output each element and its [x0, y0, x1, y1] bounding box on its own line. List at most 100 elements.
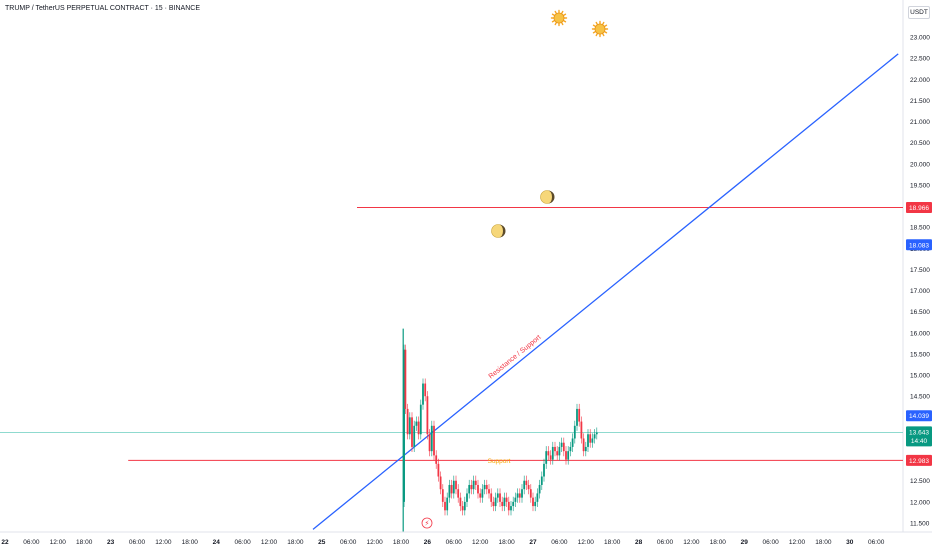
candle-body — [545, 451, 548, 464]
candle-body — [516, 493, 519, 498]
candle-body — [466, 493, 468, 502]
candle-body — [488, 489, 490, 494]
y-tick-label: 23.000 — [910, 35, 930, 42]
candle-body — [567, 451, 570, 460]
sun-icon — [550, 9, 568, 27]
candle-body — [483, 484, 486, 490]
sun-ray — [592, 30, 597, 34]
candle-body — [448, 484, 451, 498]
price-axis-label: 14.039 — [909, 413, 929, 420]
candle-body — [584, 446, 587, 452]
candle-body — [413, 425, 416, 447]
trendline-label: Resistance / Support — [488, 334, 543, 380]
candle-body — [474, 480, 477, 485]
y-tick-label: 20.000 — [910, 161, 930, 168]
candle-body — [529, 489, 532, 498]
x-tick-label: 12:00 — [472, 539, 489, 546]
sun-ray — [603, 30, 608, 34]
candle-body — [569, 446, 572, 452]
x-tick-label: 06:00 — [23, 539, 40, 546]
sun-ray — [554, 21, 558, 26]
candle-body — [406, 408, 409, 435]
price-axis-label: 12.983 — [909, 458, 929, 465]
candle-body — [444, 501, 446, 511]
candle-body — [571, 438, 574, 447]
x-tick-label: 18:00 — [76, 539, 93, 546]
x-tick-label: 26 — [424, 539, 432, 546]
y-tick-label: 12.500 — [910, 478, 930, 485]
x-tick-label: 12:00 — [50, 539, 67, 546]
candle-body — [556, 451, 559, 456]
candle-body — [426, 396, 429, 435]
x-tick-label: 18:00 — [393, 539, 410, 546]
current-price-label-bg — [906, 426, 932, 447]
price-axis-label: 18.966 — [909, 205, 929, 212]
chart-title: TRUMP / TetherUS PERPETUAL CONTRACT · 15… — [5, 5, 201, 12]
currency-unit-button[interactable]: USDT — [908, 6, 930, 19]
y-tick-label: 11.500 — [910, 521, 930, 528]
candle-body — [505, 497, 508, 502]
x-tick-label: 06:00 — [234, 539, 251, 546]
y-tick-label: 21.500 — [910, 98, 930, 105]
candle-body — [540, 476, 543, 485]
candle-body — [472, 480, 475, 490]
candle-body — [446, 497, 449, 511]
y-tick-label: 22.500 — [910, 56, 930, 63]
sun-ray — [554, 10, 558, 15]
moon-shadow — [499, 224, 506, 238]
candle-body — [547, 451, 550, 456]
price-axis-label-bg — [906, 410, 932, 422]
candle-body — [543, 463, 545, 477]
x-tick-label: 18:00 — [604, 539, 621, 546]
x-tick-label: 18:00 — [710, 539, 727, 546]
candle-body — [521, 489, 523, 498]
candle-body — [439, 476, 442, 490]
candle-body — [532, 497, 534, 507]
price-axis-label-bg — [906, 454, 932, 466]
candle-body — [582, 438, 585, 452]
candle-body — [501, 501, 504, 507]
candle-body — [510, 506, 512, 511]
x-tick-label: 28 — [635, 539, 643, 546]
candle-body — [433, 425, 435, 456]
candle-body — [411, 417, 413, 447]
candle-body — [461, 506, 464, 511]
y-tick-label: 14.500 — [910, 394, 930, 401]
candle-body — [422, 383, 424, 405]
candle-body — [428, 434, 431, 452]
candle-body — [481, 489, 484, 498]
x-tick-label: 18:00 — [498, 539, 515, 546]
x-tick-label: 30 — [846, 539, 854, 546]
y-tick-label: 17.500 — [910, 267, 930, 274]
current-price-label: 13.643 — [909, 429, 929, 436]
candle-body — [595, 432, 598, 435]
candle-body — [490, 493, 493, 502]
candle-body — [593, 434, 596, 439]
candle-body — [494, 497, 497, 507]
candle-body — [589, 434, 592, 443]
candle-body — [518, 493, 521, 498]
sun-ray — [551, 19, 556, 23]
y-tick-label: 19.500 — [910, 182, 930, 189]
x-tick-label: 06:00 — [340, 539, 357, 546]
sun-ray — [595, 21, 599, 26]
y-tick-label: 12.000 — [910, 499, 930, 506]
candle-body — [514, 497, 517, 502]
sun-ray — [551, 13, 556, 17]
candle-body — [435, 455, 438, 464]
x-tick-label: 18:00 — [815, 539, 832, 546]
candle-body — [578, 408, 581, 422]
candle-body — [562, 442, 565, 452]
x-tick-label: 18:00 — [287, 539, 304, 546]
y-tick-label: 16.000 — [910, 330, 930, 337]
price-axis-label: 18.083 — [909, 242, 929, 249]
x-tick-label: 12:00 — [683, 539, 700, 546]
event-marker-icon — [421, 517, 433, 529]
trendline — [312, 53, 899, 530]
y-tick-label: 17.000 — [910, 288, 930, 295]
x-tick-label: 06:00 — [551, 539, 568, 546]
x-tick-label: 18:00 — [182, 539, 199, 546]
sun-ray — [603, 24, 608, 28]
candle-body — [549, 455, 552, 460]
